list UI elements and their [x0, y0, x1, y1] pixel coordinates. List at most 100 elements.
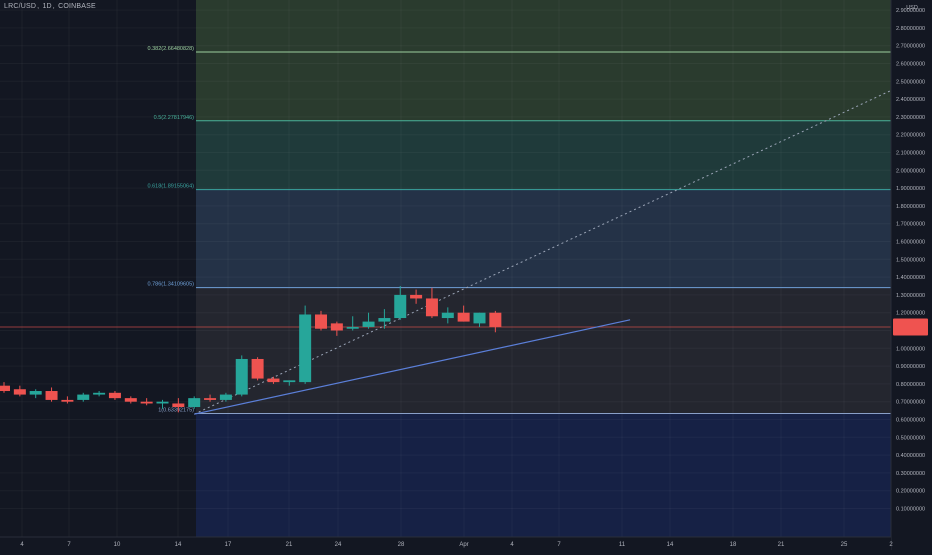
candle-body — [267, 378, 280, 383]
price-tick-label: 0.70000000 — [896, 400, 925, 406]
price-tick-label: 2.40000000 — [896, 97, 925, 103]
time-tick-label: Apr — [459, 542, 468, 548]
candle-body — [61, 399, 74, 402]
fib-level-label: 1(0.63392175) — [158, 407, 194, 413]
candle-body — [188, 398, 201, 408]
price-tick-label: 1.90000000 — [896, 186, 925, 192]
price-tick-label: 0.30000000 — [896, 471, 925, 477]
interval-label: 1D — [42, 3, 52, 10]
price-tick-label: 1.70000000 — [896, 222, 925, 228]
candle-body — [283, 380, 296, 383]
candle-body — [425, 298, 438, 317]
candle-body — [315, 314, 327, 329]
time-tick-label: 24 — [335, 542, 342, 548]
candle-body — [140, 401, 153, 404]
candle-body — [362, 321, 375, 327]
time-tick-label: 28 — [398, 542, 405, 548]
candle-body — [0, 385, 10, 392]
price-tick-label: 1.40000000 — [896, 275, 925, 281]
time-tick-label: 21 — [286, 542, 293, 548]
candle-body — [441, 312, 454, 319]
candle-body — [108, 392, 121, 399]
candle-body — [45, 391, 58, 400]
price-tick-label: 1.60000000 — [896, 240, 925, 246]
price-tick-label: 2.90000000 — [896, 8, 925, 14]
time-axis-bg — [0, 537, 891, 550]
price-tick-label: 0.80000000 — [896, 382, 925, 388]
candle-body — [299, 314, 312, 383]
candle-body — [457, 312, 470, 322]
fib-zone-top — [196, 0, 891, 52]
time-tick-label: 11 — [619, 542, 626, 548]
candle-body — [235, 358, 248, 395]
candle-body — [219, 394, 232, 400]
fib-zone-below — [196, 413, 891, 537]
candle-body — [251, 358, 264, 379]
time-tick-label: 18 — [730, 542, 737, 548]
candle-body — [29, 391, 42, 395]
fib-level-label: 0.382(2.66480828) — [148, 46, 195, 52]
price-tick-label: 2.70000000 — [896, 44, 925, 50]
time-tick-label: 2 — [889, 542, 893, 548]
fib-zone-618 — [196, 189, 891, 288]
time-tick-label: 4 — [20, 542, 24, 548]
projection-line — [193, 89, 892, 415]
candle-body — [378, 318, 391, 322]
header-separator-2: , — [52, 3, 58, 10]
symbol-name: LRC/USD — [4, 3, 37, 10]
trendline — [194, 319, 631, 415]
candle-body — [473, 312, 486, 324]
candle-body — [410, 294, 423, 299]
candle-body — [124, 398, 137, 402]
price-tick-label: 0.50000000 — [896, 435, 925, 441]
candle-body — [204, 398, 217, 400]
price-tick-label: 1.80000000 — [896, 204, 925, 210]
time-tick-label: 21 — [778, 542, 785, 548]
price-tick-label: 1.20000000 — [896, 311, 925, 317]
fib-level-label: 0.618(1.89155064) — [148, 184, 195, 190]
symbol-header: LRC/USD, 1D, COINBASE — [4, 3, 97, 10]
price-tick-label: 2.00000000 — [896, 168, 925, 174]
fib-level-label: 0.5(2.27817946) — [154, 115, 195, 121]
price-tick-label: 0.40000000 — [896, 453, 925, 459]
candle-body — [77, 394, 90, 400]
price-tick-label: 0.60000000 — [896, 418, 925, 424]
candle-body — [93, 392, 106, 395]
price-tick-label: 1.50000000 — [896, 257, 925, 263]
time-tick-label: 25 — [841, 542, 848, 548]
price-tick-label: 2.30000000 — [896, 115, 925, 121]
time-tick-label: 17 — [225, 542, 232, 548]
price-tick-label: 2.60000000 — [896, 62, 925, 68]
time-tick-label: 7 — [67, 542, 71, 548]
time-tick-label: 4 — [510, 542, 514, 548]
fib-zone-786 — [196, 287, 891, 414]
price-tick-label: 0.20000000 — [896, 489, 925, 495]
candle-body — [489, 312, 502, 327]
price-tick-label: 2.10000000 — [896, 151, 925, 157]
time-tick-label: 14 — [667, 542, 674, 548]
time-tick-label: 14 — [175, 542, 182, 548]
price-tick-label: 2.80000000 — [896, 26, 925, 32]
fib-zone-382 — [196, 51, 891, 121]
time-tick-label: 10 — [114, 542, 121, 548]
fib-zone-5 — [196, 120, 891, 190]
current-price-tag — [893, 318, 928, 336]
candle-body — [346, 326, 359, 329]
candle-body — [394, 294, 407, 319]
price-tick-label: 1.00000000 — [896, 346, 925, 352]
price-axis-bg — [891, 0, 932, 550]
price-axis-unit: USD — [906, 5, 918, 11]
candle-body — [330, 323, 343, 331]
candle-body — [13, 389, 26, 395]
header-separator-1: , — [37, 3, 42, 10]
candle-body — [156, 401, 169, 404]
candle-body — [172, 403, 185, 408]
price-tick-label: 0.10000000 — [896, 507, 925, 513]
fib-level-label: 0.786(1.34109605) — [148, 282, 195, 288]
price-tick-label: 2.20000000 — [896, 133, 925, 139]
exchange-label: COINBASE — [58, 3, 96, 10]
price-tick-label: 0.90000000 — [896, 364, 925, 370]
price-tick-label: 1.30000000 — [896, 293, 925, 299]
